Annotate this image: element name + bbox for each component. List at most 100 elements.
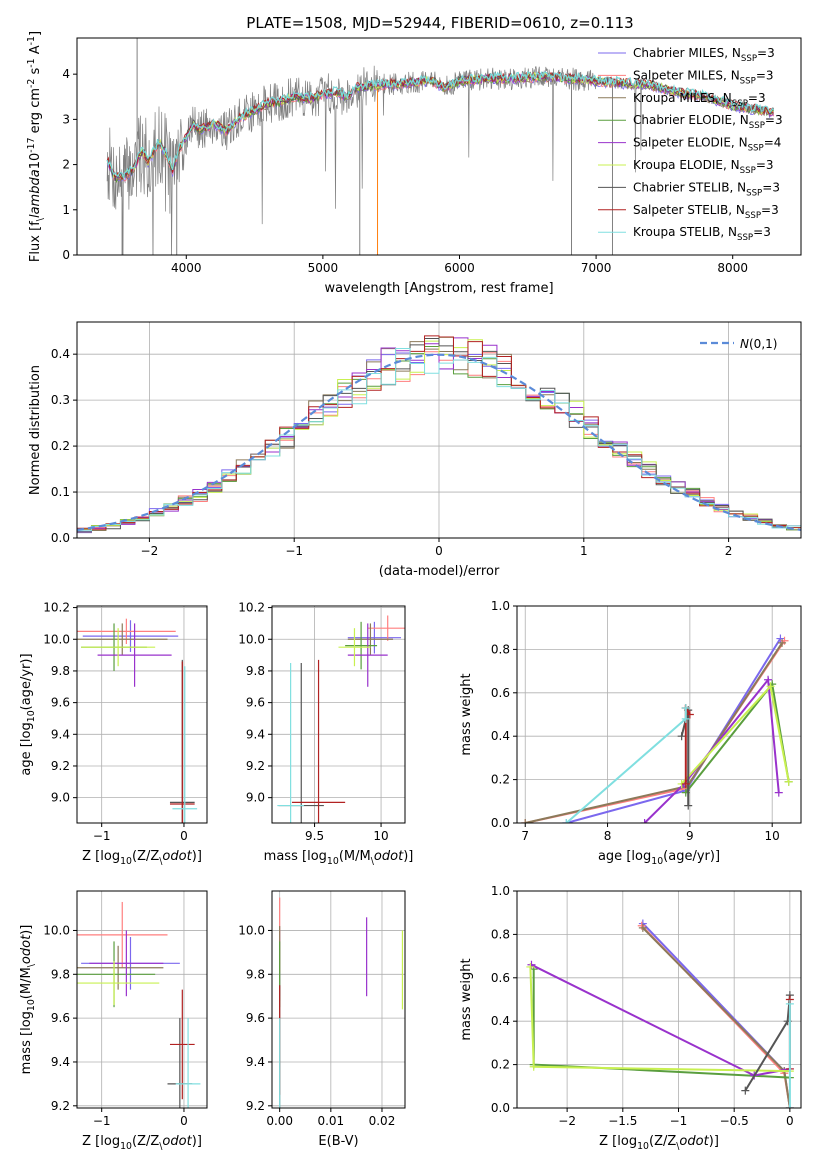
weight-marker <box>778 638 787 647</box>
legend-entry: Chabrier MILES, NSSP=3 <box>633 46 775 64</box>
y-tick-label: 0.4 <box>51 347 70 361</box>
plot-area-residuals <box>77 335 801 538</box>
y-tick-label: 10.0 <box>43 923 70 937</box>
x-tick-label: 8000 <box>717 261 748 275</box>
y-tick-label: 10.0 <box>238 632 265 646</box>
plot-area-mass_vs_EBV <box>279 897 404 1108</box>
x-tick-label: −2 <box>558 1114 576 1128</box>
x-axis-label: Z [log10(Z/Z\odot)] <box>599 1134 719 1152</box>
y-tick-label: 1.0 <box>491 599 510 613</box>
y-tick-label: 0.0 <box>491 816 510 830</box>
x-tick-label: 0 <box>180 829 188 843</box>
panel-spectrum: 4000 5000 6000 7000 8000 0 1 2 3 4 wavelength [Ang… <box>26 31 802 296</box>
weight-marker <box>677 732 686 741</box>
x-tick-label: −1 <box>93 1114 111 1128</box>
x-axis-label: mass [log10(M/M\odot)] <box>264 849 414 867</box>
y-axis-label: mass [log10(M/M\odot)] <box>19 925 37 1075</box>
panel-residuals: −2 −1 0 1 2 0.0 0.1 0.2 0.3 0.4 (data-model)/error… <box>28 321 802 579</box>
weight-line <box>642 927 791 1108</box>
weight-marker <box>774 788 783 797</box>
weight-marker <box>685 710 694 719</box>
weight-marker <box>785 1104 794 1108</box>
axes-frame <box>516 890 802 1109</box>
panel-age_vs_mass: 9.5 10 9.0 9.2 9.4 9.6 9.8 10.0 10.2 mass [log10(… <box>238 601 414 867</box>
y-tick-label: 0.0 <box>51 531 70 545</box>
x-axis-label: Z [log10(Z/Z\odot)] <box>82 1134 202 1152</box>
y-tick-label: 0.1 <box>51 485 70 499</box>
panel-weight_vs_age: 7 8 9 10 0.0 0.2 0.4 0.6 0.8 1.0 age [log10(age/yr… <box>459 599 802 867</box>
y-tick-label: 0.2 <box>51 439 70 453</box>
x-tick-label: −2 <box>141 544 159 558</box>
plot-area-age_vs_Z <box>77 618 198 823</box>
legend-entry: Kroupa MILES, NSSP=3 <box>633 91 766 109</box>
legend-entry: Chabrier ELODIE, NSSP=3 <box>633 113 783 131</box>
panel-mass_vs_EBV: 0.00 0.01 0.02 9.2 9.4 9.6 9.8 10.0 E(B-V) <box>238 890 406 1149</box>
legend-entry: N(0,1) <box>740 337 777 351</box>
y-tick-label: 0.6 <box>491 971 510 985</box>
x-tick-label: −0.5 <box>720 1114 749 1128</box>
y-tick-label: 0.3 <box>51 393 70 407</box>
normal-reference-curve <box>77 353 801 531</box>
x-tick-label: 1 <box>580 544 588 558</box>
weight-marker <box>681 703 690 712</box>
weight-marker <box>776 634 785 643</box>
x-tick-label: 0.00 <box>266 1114 293 1128</box>
y-tick-label: 0.8 <box>491 642 510 656</box>
y-tick-label: 4 <box>62 67 70 81</box>
weight-marker <box>784 777 793 786</box>
weight-marker <box>640 819 649 823</box>
axes-frame <box>76 605 208 824</box>
plot-area-weight_vs_Z <box>526 919 794 1108</box>
y-tick-label: 3 <box>62 112 70 126</box>
y-tick-label: 9.2 <box>246 1099 265 1113</box>
y-tick-label: 9.6 <box>246 696 265 710</box>
y-tick-label: 10.0 <box>43 632 70 646</box>
x-tick-label: 4000 <box>171 261 202 275</box>
y-tick-label: 0.6 <box>491 686 510 700</box>
weight-line <box>640 925 791 1108</box>
residual-histogram <box>77 337 801 538</box>
residual-histogram <box>77 347 801 538</box>
y-tick-label: 9.4 <box>51 1055 70 1069</box>
y-tick-label: 10.0 <box>238 923 265 937</box>
model-spectrum-line <box>106 71 775 180</box>
x-tick-label: 0 <box>786 1114 794 1128</box>
y-tick-label: 10.2 <box>238 601 265 615</box>
weight-marker <box>741 1086 750 1095</box>
x-tick-label: 10 <box>765 829 780 843</box>
y-tick-label: 1 <box>62 203 70 217</box>
x-tick-label: 5000 <box>308 261 339 275</box>
y-tick-label: 1.0 <box>491 884 510 898</box>
y-tick-label: 9.8 <box>51 967 70 981</box>
y-axis-label: Flux [f\lambda10-17 erg cm-2 s-1 A-1] <box>26 31 46 262</box>
plot-area-weight_vs_age <box>521 634 793 823</box>
y-axis-label: mass weight <box>459 673 474 755</box>
y-axis-label: Normed distribution <box>28 365 43 495</box>
legend-entry: Salpeter ELODIE, NSSP=4 <box>633 136 781 154</box>
x-tick-label: 0.01 <box>317 1114 344 1128</box>
x-tick-label: 7 <box>521 829 529 843</box>
y-tick-label: 0 <box>62 248 70 262</box>
legend-entry: Salpeter MILES, NSSP=3 <box>633 68 774 86</box>
weight-marker <box>638 923 647 932</box>
panel-weight_vs_Z: −2 −1.5 −1 −0.5 0 0.0 0.2 0.4 0.6 0.8 1.0 Z [log10(… <box>459 884 802 1152</box>
y-axis-label: age [log10(age/yr)] <box>19 653 37 775</box>
y-tick-label: 9.8 <box>246 664 265 678</box>
weight-marker <box>521 819 530 823</box>
axes-frame <box>271 605 406 824</box>
x-tick-label: −1 <box>670 1114 688 1128</box>
y-axis-label: mass weight <box>459 958 474 1040</box>
x-tick-label: 9.5 <box>305 829 324 843</box>
y-tick-label: 0.4 <box>491 729 510 743</box>
x-tick-label: 6000 <box>444 261 475 275</box>
weight-line <box>531 963 791 1077</box>
panel-mass_vs_Z: −1 0 9.2 9.4 9.6 9.8 10.0 Z [log10(Z/Z\odot)] ma… <box>19 890 208 1152</box>
x-tick-label: 9 <box>686 829 694 843</box>
y-tick-label: 9.2 <box>246 759 265 773</box>
y-tick-label: 0.8 <box>491 927 510 941</box>
y-tick-label: 10.2 <box>43 601 70 615</box>
weight-line <box>524 640 786 823</box>
weight-marker <box>785 999 794 1008</box>
y-tick-label: 9.4 <box>246 1055 265 1069</box>
weight-marker <box>681 714 690 723</box>
